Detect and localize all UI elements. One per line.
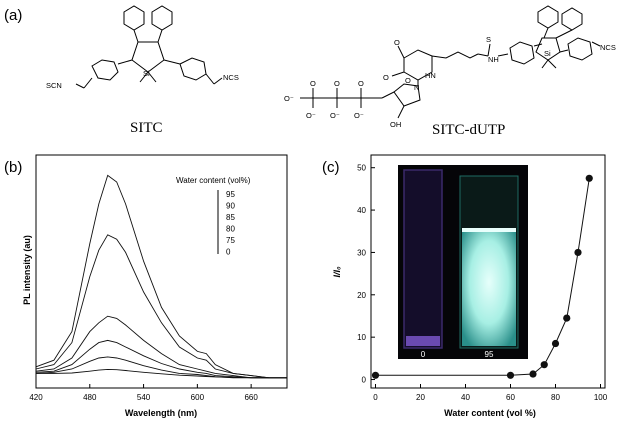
panel-c: (c) 0 10 20 30 40 50 0 20 40 60 80 100 I/I₀ Water … [322,154,608,418]
dutp-o-carbonyl: O [394,38,400,47]
vial-left-body [403,169,443,349]
dutp-o-carbonyl-2: O [383,73,389,82]
sitc-ncs-label: NCS [223,73,239,82]
dutp-si-label: Si [544,49,551,58]
data-point-85 [563,314,571,322]
legend-entry-80: 80 [226,225,235,234]
c-ytick-label: 10 [357,333,366,342]
sitc-scn-label: SCN [46,81,62,90]
panel-b: (b) 420 480 540 600 660 PL intensity (au) Wa… [4,154,288,418]
sitc-structure [75,5,223,89]
panel-a: (a) Si SCN NCS SITC [4,5,616,138]
plot-b-ylabel: PL intensity (au) [22,235,32,305]
pl-curve-75 [35,356,287,379]
plot-b-legend: 95 90 85 80 75 0 [226,190,235,257]
sitc-si-label: Si [143,69,150,78]
dutp-o-1: O [310,79,316,88]
inset-photo: 0 95 [398,165,528,359]
plot-c-frame [370,154,606,389]
dutp-hn-label: HN [425,71,436,80]
c-ytick-label: 30 [357,248,366,257]
inset-label-right: 95 [485,350,494,359]
dutp-s-label: S [486,35,491,44]
data-point-90 [574,248,582,257]
plot-b-xlabel: Wavelength (nm) [125,408,197,418]
b-xtick-label: 420 [29,393,43,402]
data-point-95 [585,174,593,182]
pl-curve-80 [35,339,287,379]
c-ytick-label: 40 [357,206,366,215]
legend-entry-0: 0 [226,248,231,257]
b-xtick-label: 660 [244,393,258,402]
sitc-caption: SITC [130,120,163,136]
plot-c-data [371,174,593,379]
vial-left-base [406,336,440,346]
ratio-line [375,178,590,376]
data-point-75 [540,361,548,369]
sitc-dutp-structure [300,5,601,119]
c-ytick-label: 0 [362,376,367,385]
dutp-o-minus-2: O⁻ [306,111,316,120]
plot-c-ylabel: I/I₀ [332,266,342,278]
dutp-nh-label: NH [488,55,499,64]
plot-b-x-ticks: 420 480 540 600 660 [29,384,258,402]
dutp-o-3: O [358,79,364,88]
c-ytick-label: 50 [357,164,366,173]
pl-curve-0 [36,368,287,379]
c-xtick-label: 0 [373,393,378,402]
dutp-o-2: O [334,79,340,88]
dutp-o-minus-4: O⁻ [354,111,364,120]
c-xtick-label: 60 [506,393,515,402]
plot-b-legend-title: Water content (vol%) [176,176,251,185]
sitc-dutp-caption: SITC-dUTP [432,122,505,138]
c-xtick-label: 100 [594,393,608,402]
legend-entry-90: 90 [226,202,235,211]
b-xtick-label: 480 [83,393,97,402]
dutp-ncs-label: NCS [600,43,616,52]
c-xtick-label: 20 [416,393,425,402]
dutp-o-minus-1: O⁻ [284,94,294,103]
plot-c-y-ticks: 0 10 20 30 40 50 [357,164,375,385]
panel-b-tag: (b) [4,159,22,176]
b-xtick-label: 600 [191,393,205,402]
plot-b-frame [35,154,288,389]
vial-right-glow [462,230,516,346]
plot-b-curves [35,174,287,379]
b-xtick-label: 540 [137,393,151,402]
pl-curve-90 [35,234,287,379]
c-ytick-label: 20 [357,291,366,300]
dutp-n-label: N [414,83,419,92]
c-xtick-label: 40 [461,393,470,402]
panel-c-tag: (c) [322,159,340,176]
inset-label-left: 0 [421,350,426,359]
dutp-oh-label: OH [390,120,401,129]
pl-curve-95 [35,174,287,379]
panel-a-tag: (a) [4,7,22,24]
c-xtick-label: 80 [551,393,560,402]
plot-c-xlabel: Water content (vol %) [444,408,536,418]
legend-entry-75: 75 [226,236,235,245]
legend-entry-85: 85 [226,213,235,222]
vial-right-meniscus [462,228,516,232]
data-point-80 [551,339,560,348]
data-point-60 [506,371,515,379]
dutp-o-minus-3: O⁻ [330,111,340,120]
pl-curve-85 [35,315,287,379]
data-point-70 [529,370,537,378]
legend-entry-95: 95 [226,190,235,199]
dutp-o-ring: O [405,76,411,85]
plot-c-x-ticks: 0 20 40 60 80 100 [373,384,608,402]
data-point-0 [371,371,380,379]
